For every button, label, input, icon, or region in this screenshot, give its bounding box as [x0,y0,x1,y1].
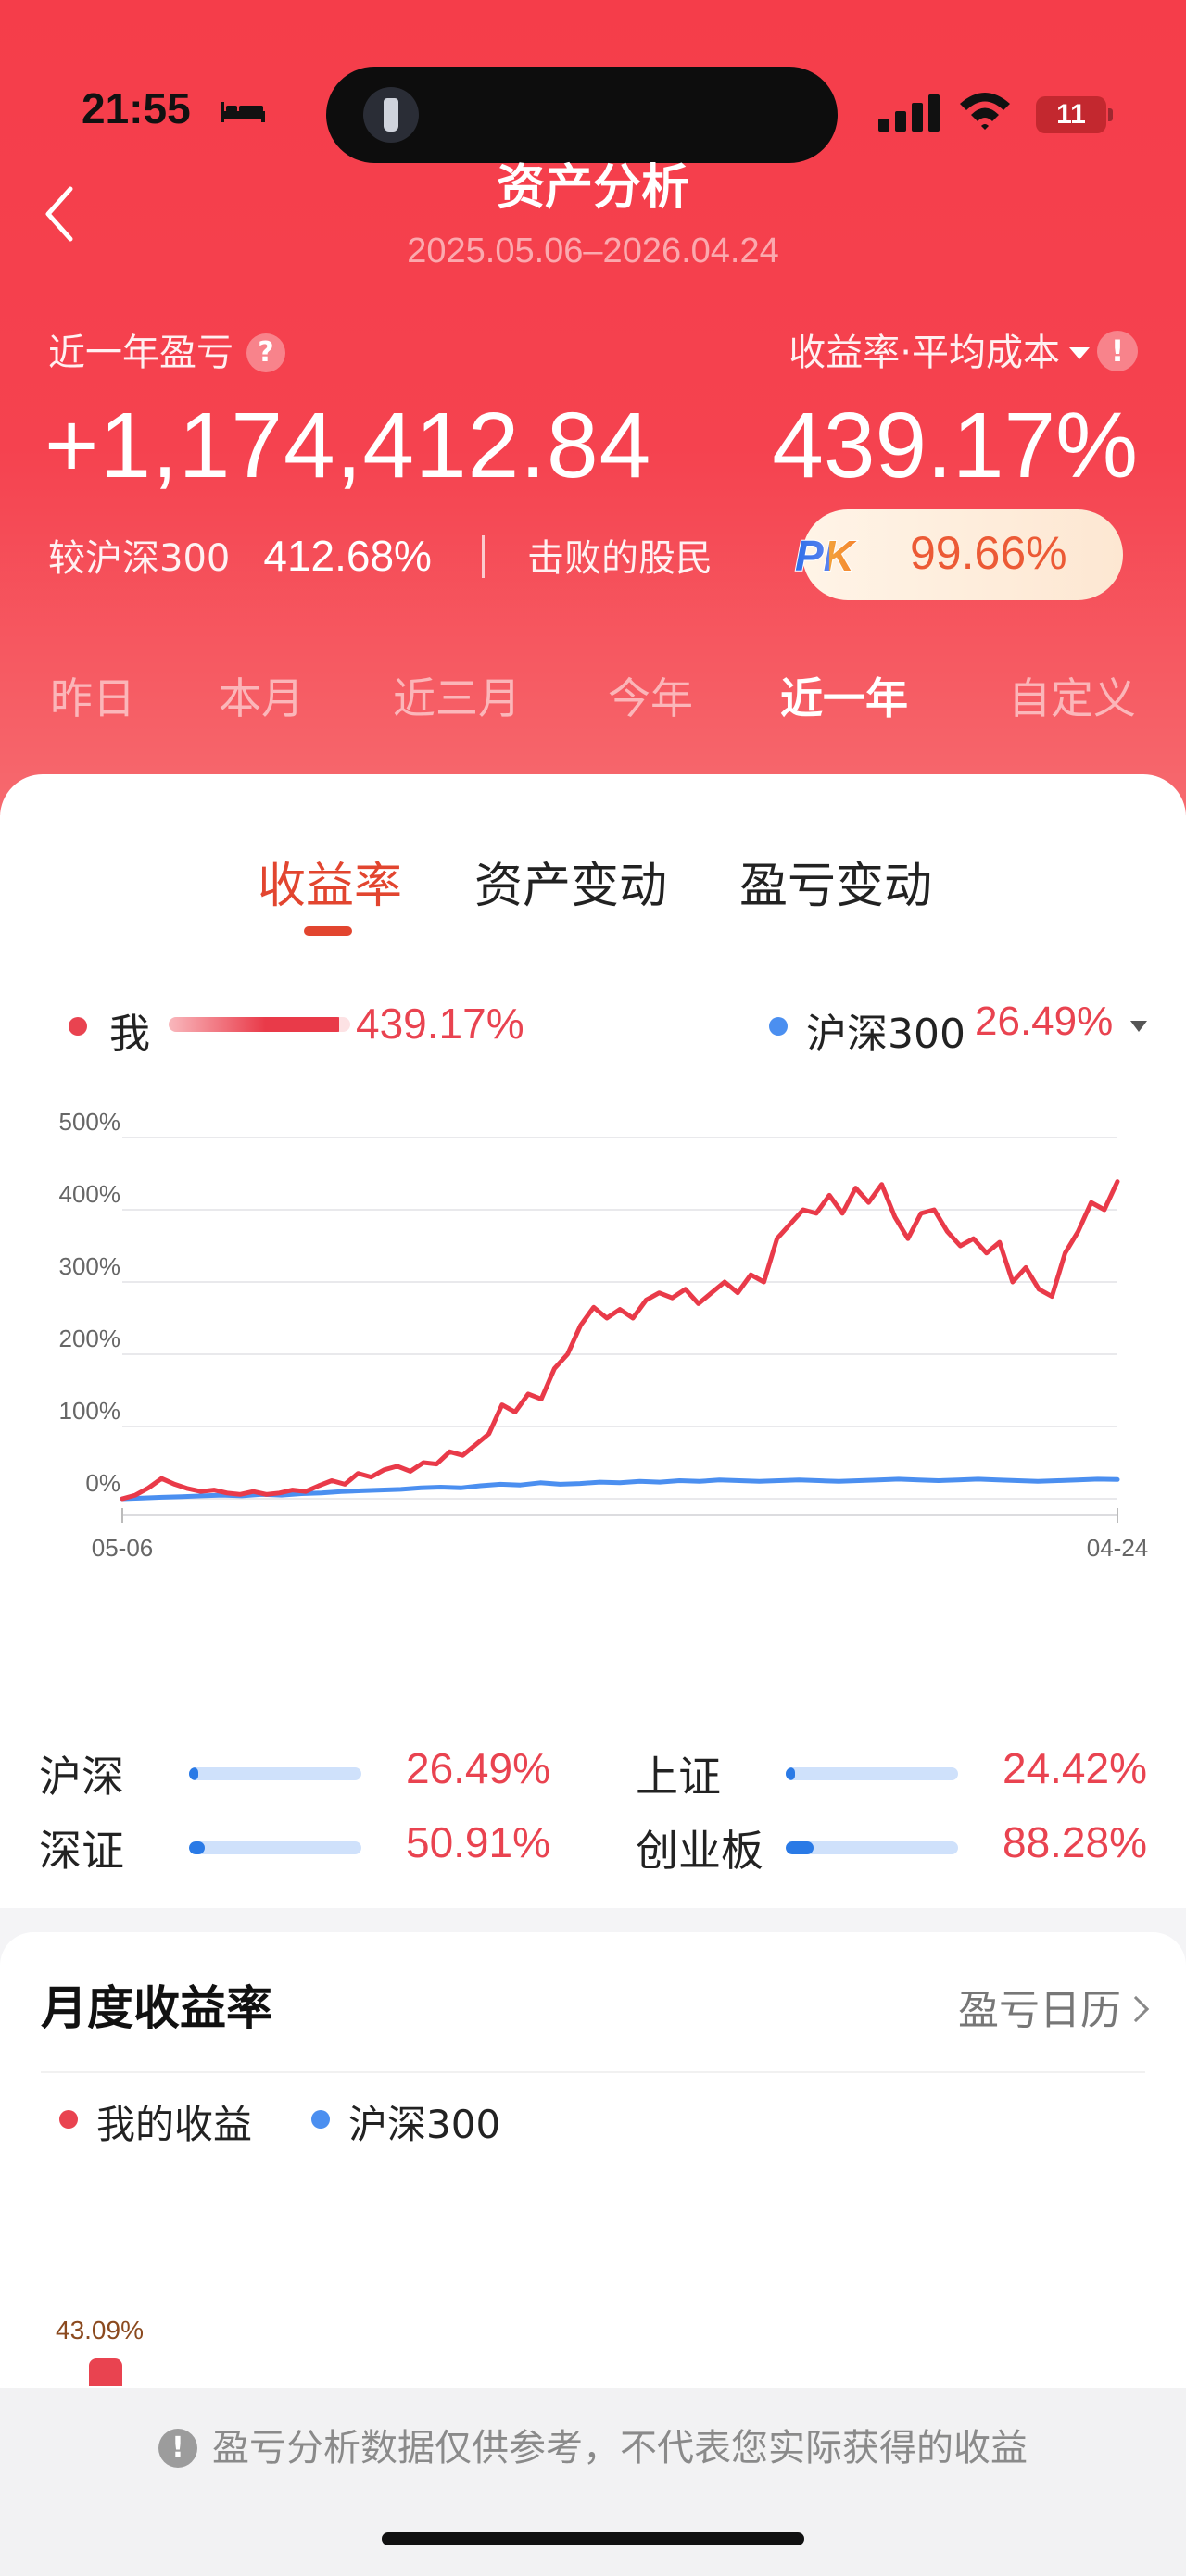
index-value: 50.91% [405,1818,550,1866]
period-tabs: 昨日 本月 近三月 今年 近一年 自定义 [0,665,1186,739]
period-tab[interactable]: 昨日 [50,673,135,723]
back-arrow-icon[interactable] [37,182,83,246]
rate-value: 439.17% [772,394,1138,497]
index-bar-fill [189,1841,205,1854]
index-return-item: 上证 24.42% [636,1743,1186,1802]
flashlight-icon [363,87,419,143]
dynamic-island [326,67,838,163]
pl-calendar-link[interactable]: 盈亏日历 [958,1977,1150,2036]
index-bar-track [189,1841,361,1854]
index-name: 创业板 [636,1826,763,1876]
monthly-bar [89,2358,122,2386]
wifi-icon [960,93,1010,130]
series-line [120,1179,1120,1502]
pk-badge-icon: PK [794,531,858,581]
index-return-item: 深证 50.91% [39,1817,595,1876]
period-tab-active[interactable]: 近一年 [780,673,908,723]
return-line-chart[interactable]: 500% 400% 300% 200% 100% 0% 05-06 04-24 [0,1089,1186,1571]
signal-icon [878,94,940,132]
info-icon[interactable]: ! [1097,331,1138,371]
vs-label: 较沪深300 [48,537,231,580]
tab-pl-change[interactable]: 盈亏变动 [739,859,933,914]
index-bar-track [786,1767,958,1780]
monthly-bar-label: 43.09% [56,2316,144,2344]
help-icon[interactable]: ? [246,333,285,372]
caret-down-icon[interactable] [1130,1021,1147,1032]
period-tab[interactable]: 自定义 [1008,673,1136,723]
index-bar-fill [189,1767,198,1780]
tab-indicator [304,926,352,936]
tab-asset-change[interactable]: 资产变动 [474,859,668,914]
y-tick-label: 500% [59,1108,121,1136]
index-value: 24.42% [1002,1744,1147,1792]
y-tick-label: 100% [59,1397,121,1425]
divider [481,535,485,578]
summary-header: 21:55 11 资产分析 2025.05.06–20 [0,0,1186,815]
status-bar: 21:55 11 [0,28,1186,163]
rate-method-selector[interactable]: 收益率·平均成本! [789,322,1138,376]
battery-icon: 11 [1036,96,1113,133]
benchmark-compare: 较沪深300 412.68% 击败的股民 [48,528,713,582]
return-chart-card: 收益率 资产变动 盈亏变动 我 439.17% 沪深300 26.49% 500… [0,774,1186,1908]
y-tick-label: 200% [59,1325,121,1352]
y-tick-label: 400% [59,1180,121,1208]
beat-label: 击败的股民 [526,537,713,580]
monthly-legend: 我的收益 沪深300 [0,2092,1186,2147]
period-tab[interactable]: 近三月 [393,673,521,723]
benchmark-label: 沪深300 [348,2102,501,2147]
benchmark-dot [769,1017,788,1036]
caret-down-icon [1069,347,1090,359]
metric-tabs: 收益率 资产变动 盈亏变动 [0,847,1186,930]
my-series-bar [169,1017,350,1032]
info-icon: ! [158,2429,197,2468]
section-title: 月度收益率 [41,1981,272,2035]
chevron-right-icon [1122,1995,1150,2023]
index-bar-fill [786,1767,795,1780]
y-tick-label: 0% [85,1469,120,1497]
tab-return-rate[interactable]: 收益率 [258,859,403,914]
battery-level: 11 [1036,96,1106,133]
benchmark-dot [311,2110,330,2129]
date-range: 2025.05.06–2026.04.24 [407,232,779,270]
my-series-value: 439.17% [356,999,524,1048]
vs-value: 412.68% [263,532,432,580]
status-time: 21:55 [82,84,191,132]
x-tick-label: 04-24 [1087,1534,1149,1562]
my-return-label: 我的收益 [96,2102,253,2147]
my-series-dot [69,1017,87,1036]
chart-legend: 我 439.17% 沪深300 26.49% [0,999,1186,1058]
period-tab[interactable]: 本月 [219,673,304,723]
index-bar-track [786,1841,958,1854]
index-bar-fill [786,1841,814,1854]
index-bar-track [189,1767,361,1780]
disclaimer: ! 盈亏分析数据仅供参考，不代表您实际获得的收益 [0,2418,1186,2471]
index-return-item: 沪深 26.49% [39,1743,595,1802]
page-title: 资产分析 [496,160,689,216]
beat-investors-pill[interactable]: PK 99.66% [794,509,1123,600]
benchmark-selector[interactable]: 沪深300 [806,1011,965,1058]
divider [41,2071,1145,2073]
x-tick-label: 05-06 [92,1534,154,1562]
pl-label: 近一年盈亏? [48,322,285,376]
disclaimer-bar: ! 盈亏分析数据仅供参考，不代表您实际获得的收益 [0,2388,1186,2576]
y-tick-label: 300% [59,1252,121,1280]
my-return-dot [59,2110,78,2129]
period-tab[interactable]: 今年 [608,673,693,723]
home-indicator[interactable] [382,2532,804,2545]
index-value: 88.28% [1002,1818,1147,1866]
index-name: 深证 [39,1826,124,1876]
beat-value: 99.66% [910,527,1067,579]
index-returns: 沪深 26.49% 上证 24.42% 深证 50.91% 创业板 88.28% [0,1743,1186,1891]
index-name: 上证 [636,1752,721,1802]
sleep-focus-icon [221,102,265,122]
series-line [120,1476,1120,1502]
index-value: 26.49% [405,1744,550,1792]
index-return-item: 创业板 88.28% [636,1817,1186,1876]
pl-value: +1,174,412.84 [44,394,652,497]
my-series-label: 我 [109,1011,150,1058]
benchmark-value: 26.49% [975,999,1114,1044]
index-name: 沪深 [39,1752,124,1802]
svg-text:PK: PK [795,532,857,580]
